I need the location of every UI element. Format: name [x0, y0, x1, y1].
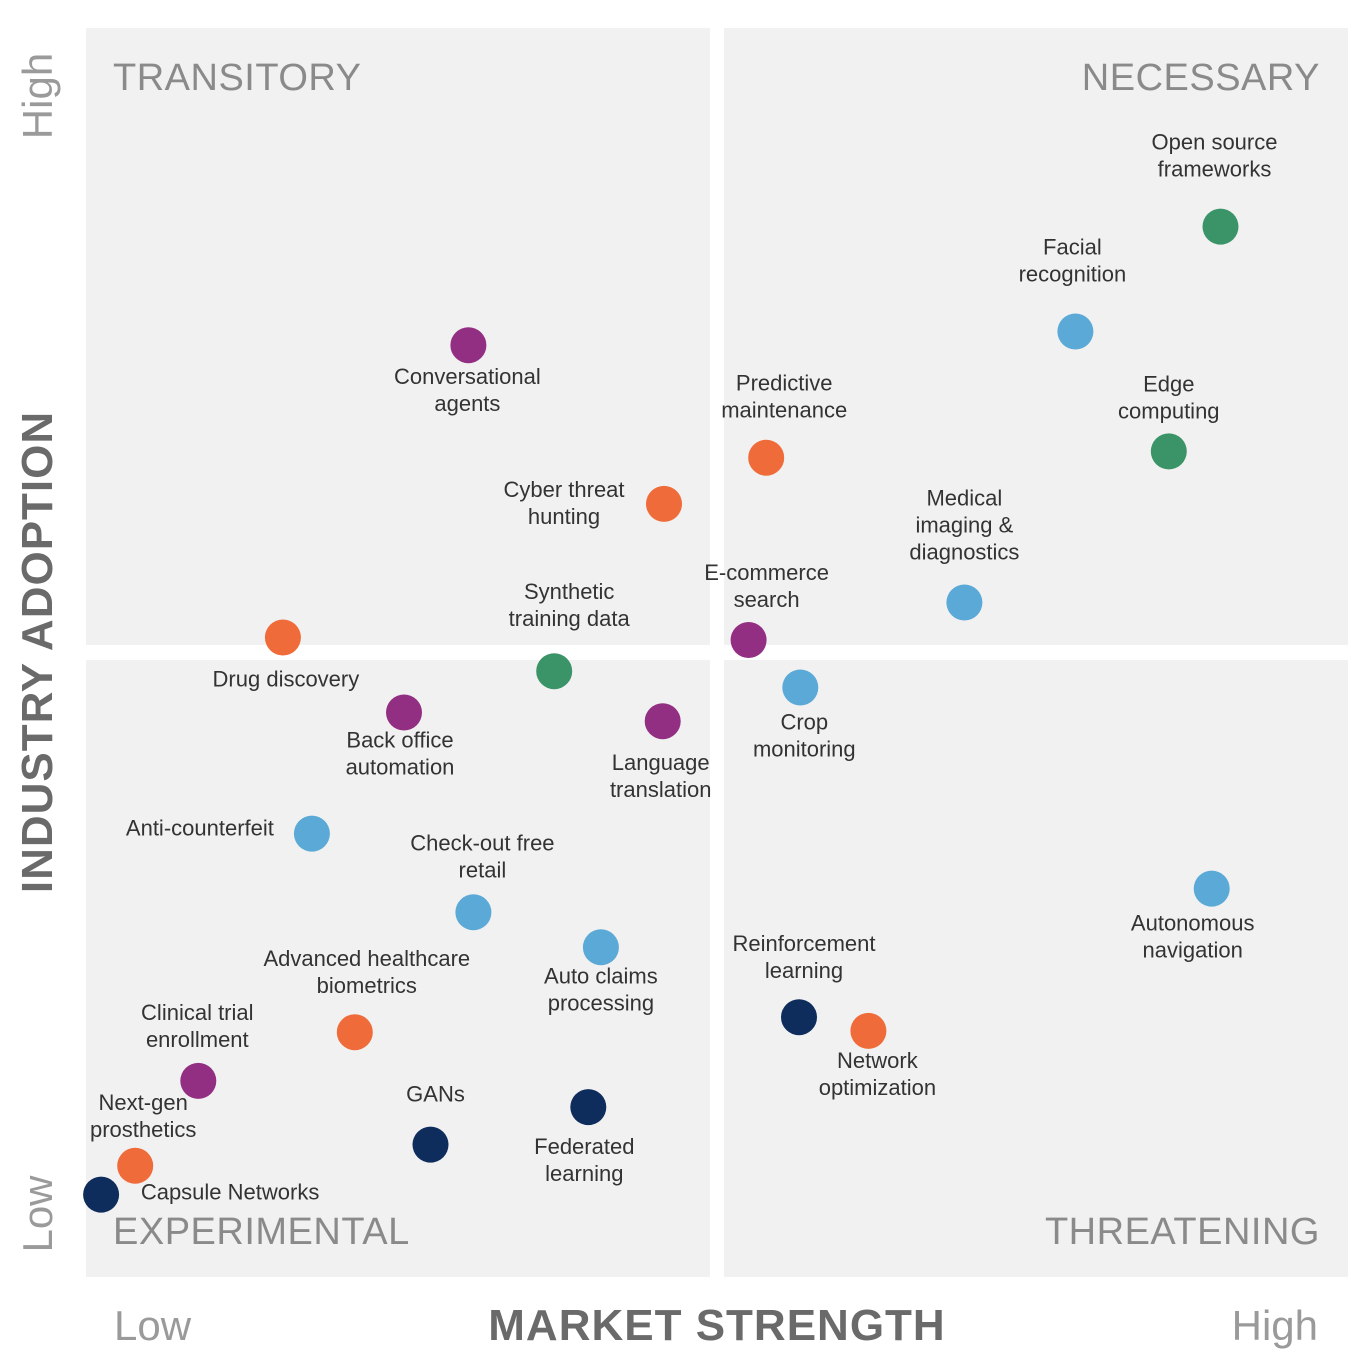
point-label-crop-monitoring: Crop monitoring	[753, 710, 856, 762]
quadrant-bottom-left	[86, 660, 710, 1277]
quadrant-top-right	[724, 28, 1348, 645]
point-clinical-trial-enrollment	[180, 1062, 217, 1099]
quadrant-bottom-right	[724, 660, 1348, 1277]
point-open-source-frameworks	[1202, 208, 1239, 245]
point-anti-counterfeit	[293, 815, 330, 852]
point-label-gans: GANs	[406, 1082, 465, 1107]
point-auto-claims-processing	[582, 929, 619, 966]
point-check-out-free-retail	[455, 894, 492, 931]
point-label-e-commerce-search: E-commerce search	[704, 560, 829, 612]
point-reinforcement-learning	[781, 999, 817, 1036]
point-language-translation	[644, 703, 681, 740]
point-label-drug-discovery: Drug discovery	[213, 667, 360, 692]
point-autonomous-navigation	[1193, 870, 1230, 907]
point-federated-learning	[570, 1089, 607, 1126]
point-label-autonomous-navigation: Autonomous navigation	[1131, 911, 1255, 963]
point-label-check-out-free-retail: Check-out free retail	[410, 830, 554, 882]
point-drug-discovery	[264, 619, 301, 656]
point-label-auto-claims-processing: Auto claims processing	[544, 963, 658, 1015]
point-label-medical-imaging-diagnostics: Medical imaging & diagnostics	[909, 486, 1019, 565]
point-label-anti-counterfeit: Anti-counterfeit	[126, 816, 274, 841]
point-advanced-healthcare-biometrics	[336, 1014, 373, 1051]
point-capsule-networks	[83, 1176, 120, 1213]
point-label-open-source-frameworks: Open source frameworks	[1152, 130, 1278, 182]
point-medical-imaging-diagnostics	[946, 584, 983, 621]
point-label-synthetic-training-data: Synthetic training data	[509, 579, 631, 631]
point-label-reinforcement-learning: Reinforcement learning	[732, 931, 875, 983]
y-axis-title: INDUSTRY ADOPTION	[13, 411, 62, 893]
point-conversational-agents	[450, 327, 487, 364]
data-points: Open source frameworks Facial recognition Ed…	[83, 130, 1277, 1213]
point-label-edge-computing: Edge computing	[1118, 371, 1220, 423]
point-label-conversational-agents: Conversational agents	[394, 364, 541, 416]
y-axis-high-label: High	[14, 53, 61, 139]
quadrant-label-experimental: EXPERIMENTAL	[113, 1211, 410, 1253]
point-next-gen-prosthetics	[117, 1147, 154, 1184]
point-label-back-office-automation: Back office automation	[346, 728, 455, 780]
x-axis-low-label: Low	[114, 1302, 192, 1349]
quadrant-label-necessary: NECESSARY	[1082, 57, 1320, 99]
point-synthetic-training-data	[536, 653, 573, 690]
point-label-facial-recognition: Facial recognition	[1019, 235, 1127, 287]
point-cyber-threat-hunting	[646, 485, 682, 522]
point-label-capsule-networks: Capsule Networks	[141, 1180, 320, 1205]
point-label-network-optimization: Network optimization	[819, 1048, 936, 1100]
point-label-advanced-healthcare-biometrics: Advanced healthcare biometrics	[263, 946, 470, 998]
point-network-optimization	[850, 1012, 887, 1049]
point-label-language-translation: Language translation	[610, 750, 712, 802]
x-axis-title: MARKET STRENGTH	[488, 1301, 945, 1350]
point-label-federated-learning: Federated learning	[534, 1134, 634, 1186]
point-facial-recognition	[1057, 313, 1094, 350]
point-label-cyber-threat-hunting: Cyber threat hunting	[503, 477, 624, 529]
x-axis-high-label: High	[1232, 1302, 1318, 1349]
point-edge-computing	[1150, 433, 1187, 470]
point-predictive-maintenance	[748, 439, 785, 476]
point-gans	[412, 1126, 449, 1163]
quadrant-top-left	[86, 28, 710, 645]
point-label-next-gen-prosthetics: Next-gen prosthetics	[90, 1090, 196, 1142]
point-back-office-automation	[386, 694, 422, 731]
point-crop-monitoring	[782, 669, 819, 706]
point-label-predictive-maintenance: Predictive maintenance	[721, 371, 847, 423]
point-e-commerce-search	[730, 622, 767, 658]
quadrant-label-threatening: THREATENING	[1045, 1211, 1320, 1253]
point-label-clinical-trial-enrollment: Clinical trial enrollment	[141, 1000, 253, 1052]
y-axis-low-label: Low	[14, 1175, 61, 1253]
quadrant-label-transitory: TRANSITORY	[113, 57, 362, 99]
